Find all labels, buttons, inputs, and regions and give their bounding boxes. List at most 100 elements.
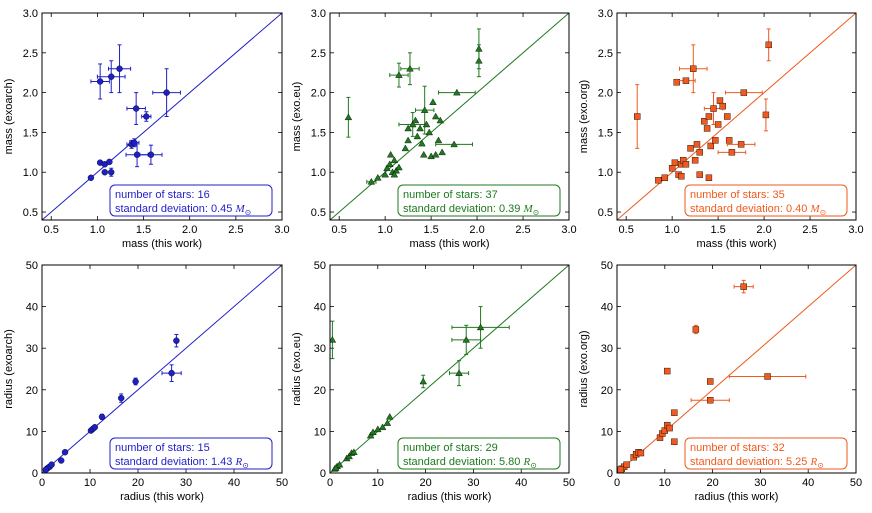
y-tick-label: 1.5 xyxy=(23,127,38,139)
x-tick-label: 20 xyxy=(706,477,718,489)
data-point xyxy=(634,113,641,120)
stats-box xyxy=(397,437,561,470)
y-axis-label: mass (exoarch) xyxy=(3,79,15,155)
y-tick-label: 40 xyxy=(601,302,613,314)
data-point xyxy=(367,177,376,185)
stats-deviation: standard deviation: 5.25 R⊙ xyxy=(690,456,824,470)
data-point xyxy=(764,373,771,380)
data-point xyxy=(390,156,399,164)
data-point xyxy=(133,151,141,158)
y-tick-label: 0 xyxy=(607,468,613,480)
data-point xyxy=(416,124,424,132)
x-tick-label: 1.0 xyxy=(665,224,680,236)
data-point xyxy=(623,461,630,468)
data-point xyxy=(386,160,394,168)
data-points xyxy=(42,333,182,473)
data-point xyxy=(381,170,389,178)
y-tick-label: 40 xyxy=(26,302,38,314)
axes-frame xyxy=(41,12,283,221)
x-axis-label: mass (this work) xyxy=(696,238,776,250)
x-tick-label: 1.0 xyxy=(378,224,393,236)
data-point xyxy=(425,128,434,136)
axes-frame xyxy=(41,264,283,474)
data-point xyxy=(703,125,711,132)
x-tick-label: 2.5 xyxy=(228,224,243,236)
y-tick-label: 0.5 xyxy=(311,207,326,219)
y-tick-label: 3.0 xyxy=(311,8,326,20)
data-point xyxy=(48,461,55,468)
y-axis-label: mass (exo.org) xyxy=(578,80,590,153)
data-point xyxy=(101,169,108,176)
data-point xyxy=(663,367,671,375)
x-tick-label: 1.5 xyxy=(423,224,438,236)
chart-panel-3: 0.5 1.0 1.5 2.0 2.5 3.0 0.5 1.0 1.5 2.0 2.5 3.0 mass… xyxy=(578,8,864,250)
data-point xyxy=(661,174,668,182)
x-axis-label: mass (this work) xyxy=(409,238,489,250)
data-point xyxy=(406,64,414,72)
y-axis-label: mass (exo.eu) xyxy=(291,82,303,152)
data-point xyxy=(655,176,662,184)
one-to-one-line xyxy=(42,13,282,220)
y-tick-label: 30 xyxy=(601,343,613,355)
x-axis-label: radius (this work) xyxy=(695,491,779,503)
y-tick-label: 0 xyxy=(32,468,38,480)
stats-box xyxy=(109,437,273,470)
data-point xyxy=(725,137,733,144)
x-tick-label: 3.0 xyxy=(848,224,863,236)
data-point xyxy=(331,464,340,471)
data-points xyxy=(87,44,181,182)
stats-box xyxy=(109,184,273,217)
chart-panel-4: 0 10 20 30 40 50 0 10 20 30 40 50 radius (this work)… xyxy=(3,260,288,503)
data-point xyxy=(395,71,403,78)
data-point xyxy=(765,41,772,49)
one-to-one-line xyxy=(330,13,569,220)
y-tick-label: 0.5 xyxy=(598,207,613,219)
x-tick-label: 20 xyxy=(132,477,144,489)
data-point xyxy=(117,394,125,402)
data-point xyxy=(671,409,678,416)
data-point xyxy=(705,174,713,182)
data-point xyxy=(378,423,387,430)
data-point xyxy=(693,141,701,148)
y-axis-label: radius (exo.eu) xyxy=(291,332,303,405)
data-point xyxy=(418,139,426,147)
stats-deviation: standard deviation: 0.40 M⊙ xyxy=(690,203,826,217)
data-point xyxy=(420,106,429,113)
data-point xyxy=(666,424,673,432)
data-point xyxy=(724,113,731,120)
y-tick-label: 10 xyxy=(26,426,38,438)
x-tick-label: 2.0 xyxy=(469,224,484,236)
data-point xyxy=(429,98,437,105)
data-point xyxy=(345,452,353,460)
data-point xyxy=(617,466,625,473)
data-point xyxy=(132,378,139,385)
x-tick-label: 30 xyxy=(754,477,766,489)
one-to-one-line xyxy=(42,265,282,473)
x-tick-label: 3.0 xyxy=(561,224,576,236)
stats-deviation: standard deviation: 0.39 M⊙ xyxy=(403,203,539,217)
x-tick-label: 40 xyxy=(228,477,240,489)
data-point xyxy=(87,174,95,182)
data-point xyxy=(737,141,745,148)
data-point xyxy=(455,369,463,376)
x-tick-label: 0.5 xyxy=(44,224,59,236)
y-tick-label: 50 xyxy=(601,260,613,272)
y-tick-label: 50 xyxy=(314,260,326,272)
data-point xyxy=(453,88,461,96)
data-point xyxy=(696,149,703,156)
data-point xyxy=(42,466,50,473)
y-tick-label: 10 xyxy=(314,426,326,438)
data-point xyxy=(728,149,736,156)
data-point xyxy=(366,431,375,439)
y-tick-label: 30 xyxy=(26,343,38,355)
stats-count: number of stars: 35 xyxy=(690,189,785,201)
data-point xyxy=(719,102,726,110)
x-tick-label: 0 xyxy=(614,477,620,489)
data-point xyxy=(132,105,140,112)
data-point xyxy=(350,448,358,455)
stats-box xyxy=(684,437,848,470)
data-point xyxy=(436,116,445,124)
data-point xyxy=(163,89,170,96)
axes-frame xyxy=(616,12,857,221)
y-tick-label: 10 xyxy=(601,426,613,438)
